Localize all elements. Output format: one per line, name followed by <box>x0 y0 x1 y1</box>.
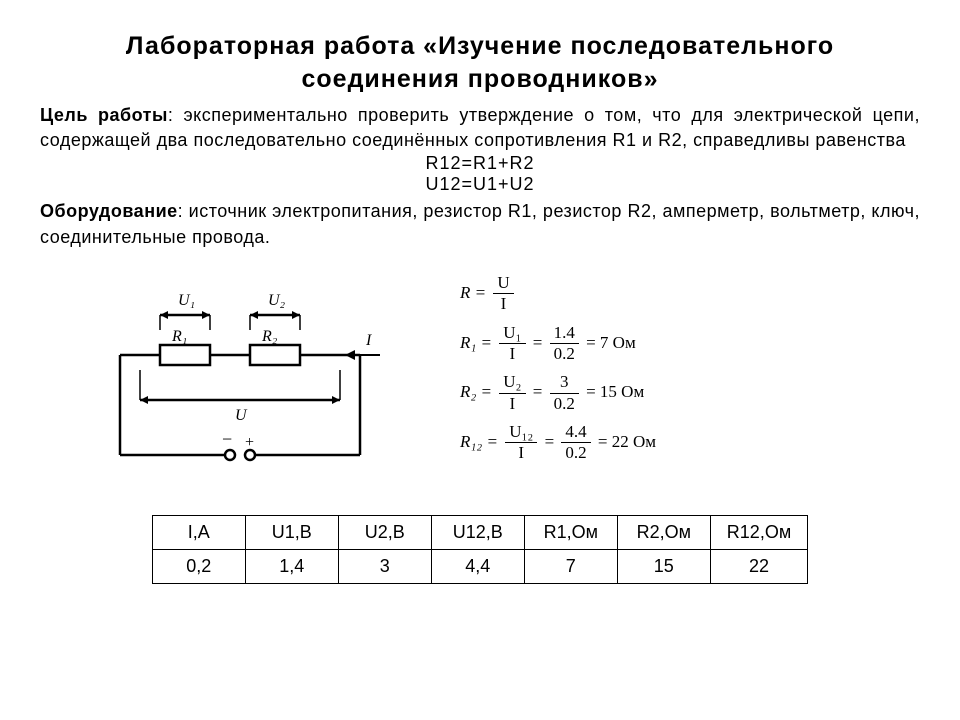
table-header-cell: R12,Ом <box>710 515 807 549</box>
table-cell: 3 <box>338 549 431 583</box>
table-header-row: I,А U1,В U2,В U12,В R1,Ом R2,Ом R12,Ом <box>152 515 807 549</box>
circuit-r1-label: R₁ <box>171 328 187 345</box>
circuit-u2-label: U₂ <box>268 292 286 309</box>
table-header-cell: U12,В <box>431 515 524 549</box>
page-title: Лабораторная работа «Изучение последоват… <box>40 30 920 95</box>
circuit-u-label: U <box>235 407 248 424</box>
goal-label: Цель работы <box>40 105 168 125</box>
table-cell: 4,4 <box>431 549 524 583</box>
goal-paragraph: Цель работы: экспериментально проверить … <box>40 103 920 153</box>
formulas-block: R = UI R₁ = U₁I = 1.40.2 = 7 Ом R₂ = U₂I… <box>440 265 920 472</box>
formula-r1: R₁ = U₁I = 1.40.2 = 7 Ом <box>460 323 920 365</box>
circuit-i-label: I <box>365 332 372 349</box>
title-line-2: соединения проводников» <box>301 65 658 93</box>
circuit-plus: + <box>245 434 254 451</box>
table-header-cell: R2,Ом <box>617 515 710 549</box>
table-cell: 7 <box>524 549 617 583</box>
circuit-diagram: U₁ U₂ R₁ R₂ I U − + <box>40 265 440 495</box>
formula-r12: R₁₂ = U₁₂I = 4.40.2 = 22 Ом <box>460 422 920 464</box>
table-header-cell: I,А <box>152 515 245 549</box>
title-line-1: Лабораторная работа «Изучение последоват… <box>126 32 834 60</box>
table-data-row: 0,2 1,4 3 4,4 7 15 22 <box>152 549 807 583</box>
equipment-paragraph: Оборудование: источник электропитания, р… <box>40 199 920 249</box>
table-header-cell: U1,В <box>245 515 338 549</box>
equation-2: U12=U1+U2 <box>40 174 920 195</box>
equation-1: R12=R1+R2 <box>40 153 920 174</box>
table-header-cell: R1,Ом <box>524 515 617 549</box>
table-cell: 0,2 <box>152 549 245 583</box>
equipment-label: Оборудование <box>40 201 178 221</box>
table-cell: 15 <box>617 549 710 583</box>
table-cell: 22 <box>710 549 807 583</box>
circuit-u1-label: U₁ <box>178 292 195 309</box>
formula-r: R = UI <box>460 273 920 315</box>
circuit-r2-label: R₂ <box>261 328 278 345</box>
data-table: I,А U1,В U2,В U12,В R1,Ом R2,Ом R12,Ом 0… <box>152 515 808 584</box>
table-cell: 1,4 <box>245 549 338 583</box>
formula-r2: R₂ = U₂I = 30.2 = 15 Ом <box>460 372 920 414</box>
table-header-cell: U2,В <box>338 515 431 549</box>
goal-text: : экспериментально проверить утверждение… <box>40 105 920 150</box>
circuit-minus: − <box>222 429 232 449</box>
